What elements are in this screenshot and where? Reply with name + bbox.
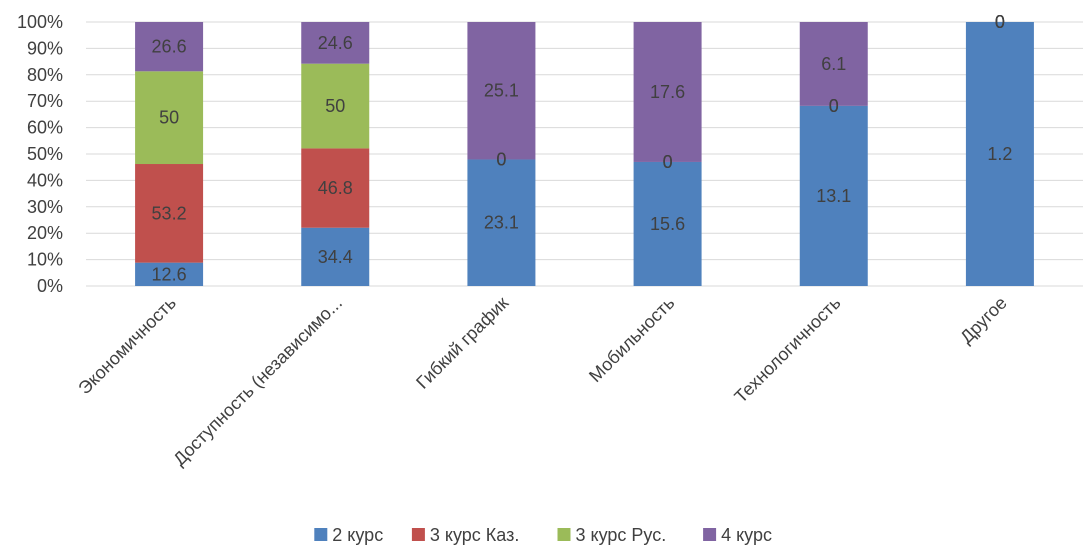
data-labels: 12.6 53.2 50 26.6 34.4 46.8 50 24.6 23.1 0 0 25.1 15… [152, 12, 1013, 284]
data-label: 0 [663, 152, 673, 172]
data-label: 13.1 [816, 186, 851, 206]
data-label: 50 [159, 108, 179, 128]
bar-segment [135, 164, 204, 263]
bar-segment [135, 262, 204, 286]
y-axis-tick-labels: 0% 10% 20% 30% 40% 50% 60% 70% 80% 90% 100% [17, 12, 63, 296]
gridlines [86, 21, 1083, 287]
y-tick-label: 40% [27, 170, 63, 190]
legend-label: 2 курс [332, 525, 383, 545]
bar-segment [467, 159, 536, 286]
data-label: 23.1 [484, 213, 519, 233]
y-tick-label: 70% [27, 91, 63, 111]
bar-segment [467, 22, 536, 160]
bar-segment [301, 227, 370, 286]
data-label: 0 [496, 149, 506, 169]
y-tick-label: 80% [27, 65, 63, 85]
data-label: 6.1 [821, 54, 846, 74]
bar-segment [965, 22, 1034, 286]
data-label: 0 [995, 12, 1005, 32]
x-category-label: Технологичность [730, 293, 844, 407]
data-label: 0 [995, 12, 1005, 32]
data-label: 17.6 [650, 82, 685, 102]
y-tick-label: 60% [27, 118, 63, 138]
y-tick-label: 0% [37, 276, 63, 296]
data-label: 25.1 [484, 81, 519, 101]
data-label: 50 [325, 96, 345, 116]
x-category-label: Другое [956, 293, 1011, 348]
data-label: 34.4 [318, 247, 353, 267]
legend-label: 3 курс Каз. [430, 525, 519, 545]
data-label: 53.2 [152, 203, 187, 223]
legend-swatch [703, 528, 717, 541]
legend-swatch [314, 528, 328, 541]
data-label: 1.2 [987, 144, 1012, 164]
y-tick-label: 90% [27, 38, 63, 58]
bar-segment [135, 71, 204, 165]
bar-segment [135, 22, 204, 72]
bar-segment [799, 22, 868, 106]
bar-segment [301, 63, 370, 149]
x-category-label: Мобильность [585, 293, 678, 386]
data-label: 24.6 [318, 33, 353, 53]
y-tick-label: 10% [27, 250, 63, 270]
data-label: 15.6 [650, 214, 685, 234]
data-label: 0 [663, 152, 673, 172]
data-label: 46.8 [318, 178, 353, 198]
legend-swatch [411, 528, 425, 541]
bar-segment [633, 22, 702, 162]
data-label: 12.6 [152, 264, 187, 284]
data-label: 26.6 [152, 37, 187, 57]
legend: 2 курс 3 курс Каз. 3 курс Рус. 4 курс [314, 525, 772, 545]
legend-label: 3 курс Рус. [576, 525, 667, 545]
bar-segment [301, 22, 370, 64]
legend-swatch [557, 528, 571, 541]
data-label: 0 [496, 149, 506, 169]
x-category-label: Гибкий график [412, 293, 512, 393]
bars [135, 22, 1034, 286]
y-tick-label: 100% [17, 12, 63, 32]
y-tick-label: 50% [27, 144, 63, 164]
x-category-label: Доступность (независимо... [169, 293, 346, 470]
y-tick-label: 20% [27, 223, 63, 243]
y-tick-label: 30% [27, 197, 63, 217]
legend-label: 4 курс [721, 525, 772, 545]
bar-segment [301, 148, 370, 228]
bar-segment [799, 105, 868, 286]
bar-segment [633, 161, 702, 286]
data-label: 0 [995, 12, 1005, 32]
data-label: 0 [829, 96, 839, 116]
x-category-label: Экономичность [74, 293, 180, 399]
data-label: 0 [829, 96, 839, 116]
